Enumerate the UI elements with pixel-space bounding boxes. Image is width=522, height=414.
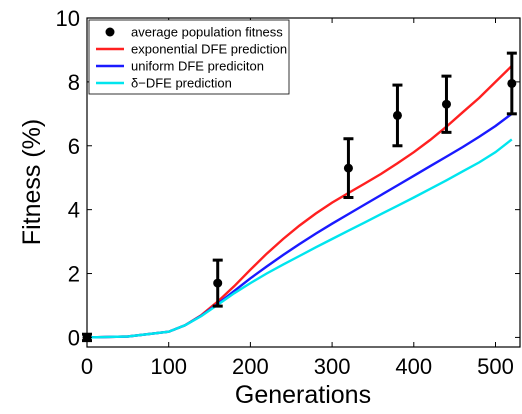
- x-tick-label: 0: [81, 354, 93, 379]
- y-tick-label: 6: [68, 134, 80, 159]
- plot-frame: [86, 17, 521, 348]
- data-point: [392, 110, 402, 120]
- x-tick-label: 300: [314, 354, 351, 379]
- y-tick-labels: 0 2 4 6 8 10: [56, 6, 80, 350]
- y-tick-label: 0: [68, 325, 80, 350]
- data-points: [82, 51, 517, 343]
- legend-label: exponential DFE prediction: [131, 42, 287, 57]
- series-lines: [86, 65, 513, 339]
- data-point: [343, 163, 353, 173]
- legend-box: [88, 19, 290, 95]
- x-tick-label: 100: [150, 354, 187, 379]
- data-point: [213, 278, 223, 288]
- legend: average population fitness exponential DF…: [88, 19, 290, 95]
- x-axis-title: Generations: [235, 381, 371, 409]
- legend-label: uniform DFE prediciton: [131, 59, 264, 74]
- x-tick-label: 200: [232, 354, 269, 379]
- series-line-2: [86, 138, 513, 339]
- x-tick-label: 500: [477, 354, 514, 379]
- legend-label: δ−DFE prediction: [131, 76, 232, 91]
- legend-marker: [105, 27, 115, 37]
- data-point: [507, 78, 517, 88]
- legend-label: average population fitness: [131, 25, 283, 40]
- data-point: [441, 99, 451, 109]
- y-tick-label: 8: [68, 70, 80, 95]
- y-tick-label: 10: [56, 6, 80, 31]
- x-tick-labels: 0 100 200 300 400 500: [81, 354, 514, 379]
- y-tick-label: 2: [68, 262, 80, 287]
- y-tick-label: 4: [68, 198, 80, 223]
- x-tick-label: 400: [395, 354, 432, 379]
- y-axis-title: Fitness (%): [18, 119, 46, 245]
